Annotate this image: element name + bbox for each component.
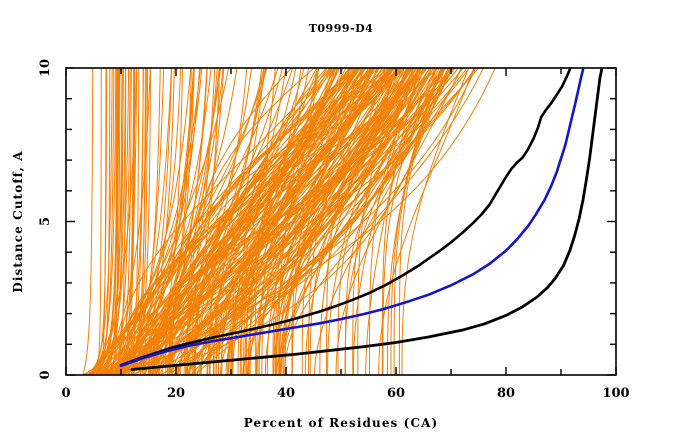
model-curve xyxy=(249,67,375,376)
model-curve xyxy=(88,68,102,376)
model-curve xyxy=(209,67,418,376)
model-curve xyxy=(335,67,462,376)
model-curve xyxy=(97,67,111,376)
model-curve xyxy=(327,67,409,376)
x-axis-label: Percent of Residues (CA) xyxy=(244,416,439,430)
model-curve xyxy=(401,67,470,375)
model-curve xyxy=(280,67,445,376)
x-tick-label: 60 xyxy=(387,386,405,401)
model-curve xyxy=(131,67,355,376)
x-tick-label: 0 xyxy=(61,386,70,401)
model-curve xyxy=(82,67,108,376)
model-curve xyxy=(159,67,445,376)
y-tick-label: 10 xyxy=(38,59,53,77)
model-curve-ensemble xyxy=(82,67,496,376)
model-curve xyxy=(82,67,94,376)
model-curve xyxy=(208,67,394,375)
model-curve xyxy=(207,67,359,376)
model-curve xyxy=(258,67,366,375)
model-curve xyxy=(261,67,423,375)
y-axis-label: Distance Cutoff, A xyxy=(11,150,25,292)
model-curve xyxy=(304,67,401,376)
model-curve xyxy=(171,67,476,376)
model-curve xyxy=(244,67,340,375)
model-curve xyxy=(165,67,362,375)
x-tick-label: 100 xyxy=(602,386,629,401)
model-curve xyxy=(122,67,230,376)
model-curve xyxy=(97,67,121,376)
model-curve xyxy=(227,67,357,376)
model-curve xyxy=(365,67,420,376)
model-curve xyxy=(200,67,423,376)
y-tick-label: 5 xyxy=(38,217,53,226)
model-curve xyxy=(97,67,117,376)
model-curve xyxy=(116,67,195,376)
model-curve xyxy=(93,67,238,376)
model-curve xyxy=(232,67,319,376)
model-curve xyxy=(122,67,390,376)
model-curve xyxy=(368,67,426,375)
x-tick-label: 20 xyxy=(167,386,185,401)
model-curve xyxy=(88,67,124,376)
model-curve xyxy=(91,67,138,376)
model-curve xyxy=(387,67,443,375)
model-curve xyxy=(301,67,428,375)
model-curve xyxy=(189,67,315,375)
model-curve xyxy=(193,67,361,376)
model-curve xyxy=(147,67,333,376)
model-curve xyxy=(390,67,442,375)
model-curve xyxy=(104,67,131,376)
tick-marks xyxy=(65,67,617,376)
model-curve xyxy=(144,67,386,375)
model-curve xyxy=(87,67,192,376)
model-curve xyxy=(256,67,414,375)
model-curve xyxy=(193,67,318,376)
model-curve xyxy=(241,67,327,375)
series-target-blue xyxy=(119,68,585,368)
model-curve xyxy=(215,67,372,375)
model-curve xyxy=(187,67,292,375)
model-curve xyxy=(103,67,151,376)
x-tick-label: 40 xyxy=(277,386,295,401)
model-curve xyxy=(352,67,422,376)
series-highlight-black-lower xyxy=(130,68,604,371)
model-curve xyxy=(212,67,404,375)
model-curve xyxy=(153,67,359,376)
model-curve xyxy=(337,67,456,375)
chart-title: T0999-D4 xyxy=(309,22,374,35)
model-curve xyxy=(169,67,353,375)
model-curve xyxy=(393,67,449,375)
model-curve xyxy=(95,67,120,376)
model-curve xyxy=(104,67,144,376)
model-curve xyxy=(90,67,127,376)
model-curve xyxy=(291,67,374,375)
model-curve xyxy=(344,67,446,375)
model-curve xyxy=(344,67,479,375)
model-curve xyxy=(220,67,395,376)
model-curve xyxy=(357,67,420,375)
model-curve xyxy=(398,67,453,375)
model-curve xyxy=(91,67,115,376)
y-tick-label: 0 xyxy=(38,370,53,379)
model-curve xyxy=(381,67,438,375)
model-curve xyxy=(193,67,351,375)
series-highlight-black-upper xyxy=(119,68,572,367)
model-curve xyxy=(88,67,113,376)
model-curve xyxy=(326,67,408,375)
model-curve xyxy=(95,67,127,376)
model-curve xyxy=(227,67,375,376)
x-tick-label: 80 xyxy=(497,386,515,401)
model-curve xyxy=(117,67,331,376)
model-curve xyxy=(256,67,386,376)
